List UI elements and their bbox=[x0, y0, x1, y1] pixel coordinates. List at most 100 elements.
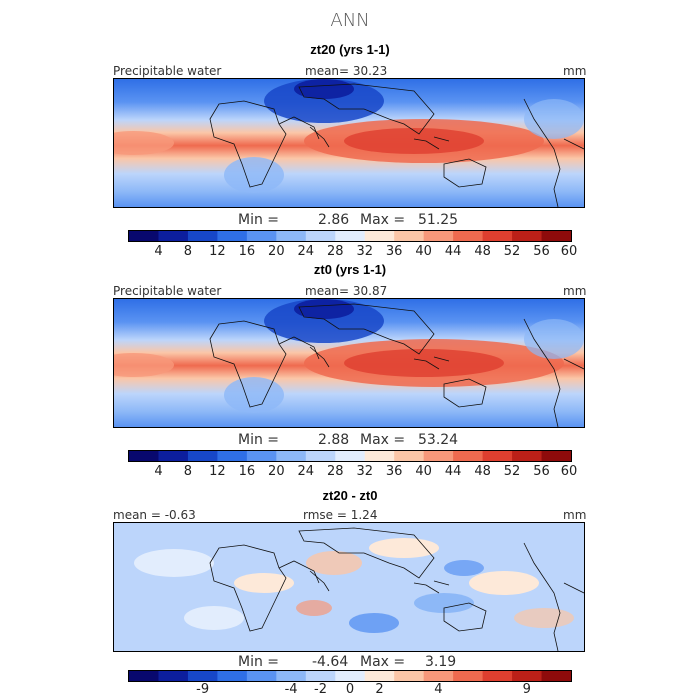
colorbar-swatch bbox=[541, 451, 571, 461]
colorbar-swatch bbox=[423, 451, 454, 461]
colorbar-swatch bbox=[129, 231, 159, 241]
colorbar-swatch bbox=[246, 671, 277, 681]
colorbar-tick-label: -2 bbox=[314, 682, 328, 697]
colorbar-tick-label: 24 bbox=[297, 244, 315, 259]
panel1-units: mm bbox=[563, 64, 587, 78]
colorbar-swatch bbox=[276, 231, 307, 241]
colorbar-swatch bbox=[217, 231, 248, 241]
colorbar-swatch bbox=[246, 451, 277, 461]
colorbar-swatch bbox=[512, 671, 543, 681]
colorbar-tick-label: 2 bbox=[375, 682, 384, 697]
panel2-map bbox=[113, 298, 585, 428]
colorbar-swatch bbox=[335, 671, 366, 681]
panel2-min-label: Min = bbox=[238, 432, 280, 448]
colorbar-swatch bbox=[217, 451, 248, 461]
panel2-title: zt0 (yrs 1-1) bbox=[313, 262, 387, 277]
colorbar-tick-label: 60 bbox=[560, 244, 578, 259]
panel1-max-value: 51.25 bbox=[418, 212, 459, 228]
colorbar-tick-label: 40 bbox=[415, 464, 432, 479]
colorbar-tick-label: 60 bbox=[560, 464, 578, 479]
panel3-mean: mean = -0.63 bbox=[113, 508, 196, 522]
colorbar-tick-label: 36 bbox=[385, 244, 403, 259]
panel3-units: mm bbox=[563, 508, 587, 522]
colorbar-tick-label: -9 bbox=[196, 682, 210, 697]
colorbar-tick-label: 52 bbox=[503, 244, 521, 259]
colorbar-tick-label: 0 bbox=[345, 682, 355, 697]
panel3-colorbar bbox=[128, 670, 572, 682]
colorbar-swatch bbox=[305, 451, 336, 461]
colorbar-tick-label: 4 bbox=[154, 464, 163, 479]
colorbar-swatch bbox=[482, 671, 513, 681]
colorbar-tick-label: 48 bbox=[474, 464, 491, 479]
panel1-field bbox=[114, 79, 584, 207]
colorbar-swatch bbox=[394, 231, 425, 241]
panel2-variable-label: Precipitable water bbox=[113, 284, 222, 298]
colorbar-tick-label: 28 bbox=[326, 244, 344, 259]
colorbar-swatch bbox=[394, 451, 425, 461]
panel3-max-label: Max = bbox=[360, 654, 406, 670]
colorbar-tick-label: 56 bbox=[533, 464, 550, 479]
panel3-title: zt20 - zt0 bbox=[322, 488, 378, 503]
panel1-map bbox=[113, 78, 585, 208]
colorbar-swatch bbox=[158, 671, 189, 681]
colorbar-swatch bbox=[364, 671, 395, 681]
colorbar-tick-label: 16 bbox=[238, 464, 256, 479]
figure-title: ANN bbox=[330, 10, 370, 31]
colorbar-swatch bbox=[423, 231, 454, 241]
panel3-map bbox=[113, 522, 585, 652]
colorbar-tick-label: 20 bbox=[268, 464, 285, 479]
colorbar-tick-label: 12 bbox=[209, 464, 226, 479]
panel3-rmse: rmse = 1.24 bbox=[303, 508, 378, 522]
colorbar-swatch bbox=[394, 671, 425, 681]
colorbar-swatch bbox=[512, 451, 543, 461]
panel2-field bbox=[114, 299, 584, 427]
panel1-min-value: 2.86 bbox=[318, 212, 350, 228]
colorbar-tick-label: 44 bbox=[444, 244, 462, 259]
panel1-variable-label: Precipitable water bbox=[113, 64, 222, 78]
colorbar-swatch bbox=[335, 231, 366, 241]
panel1-colorbar bbox=[128, 230, 572, 242]
colorbar-tick-label: 40 bbox=[415, 244, 432, 259]
colorbar-swatch bbox=[364, 451, 395, 461]
colorbar-tick-label: 52 bbox=[503, 464, 521, 479]
colorbar-swatch bbox=[158, 231, 189, 241]
panel1-mean: mean= 30.23 bbox=[305, 64, 388, 78]
colorbar-swatch bbox=[364, 231, 395, 241]
colorbar-swatch bbox=[158, 451, 189, 461]
panel3-min-value: -4.64 bbox=[312, 654, 349, 670]
colorbar-tick-label: 44 bbox=[444, 464, 462, 479]
colorbar-swatch bbox=[453, 451, 484, 461]
colorbar-swatch bbox=[305, 231, 336, 241]
colorbar-tick-label: 36 bbox=[385, 464, 403, 479]
colorbar-tick-label: 8 bbox=[183, 244, 193, 259]
colorbar-swatch bbox=[246, 231, 277, 241]
colorbar-swatch bbox=[512, 231, 543, 241]
colorbar-swatch bbox=[423, 671, 454, 681]
colorbar-swatch bbox=[129, 671, 159, 681]
colorbar-tick-label: 4 bbox=[434, 682, 443, 697]
colorbar-swatch bbox=[541, 671, 571, 681]
panel3-min-label: Min = bbox=[238, 654, 280, 670]
colorbar-tick-label: 20 bbox=[268, 244, 285, 259]
colorbar-tick-label: 32 bbox=[356, 244, 373, 259]
colorbar-swatch bbox=[482, 451, 513, 461]
colorbar-swatch bbox=[276, 451, 307, 461]
colorbar-tick-label: 4 bbox=[154, 244, 163, 259]
panel1-title: zt20 (yrs 1-1) bbox=[310, 42, 390, 57]
colorbar-swatch bbox=[541, 231, 571, 241]
colorbar-swatch bbox=[217, 671, 248, 681]
panel2-mean: mean= 30.87 bbox=[305, 284, 388, 298]
colorbar-tick-label: -4 bbox=[284, 682, 298, 697]
panel3-max-value: 3.19 bbox=[425, 654, 457, 670]
colorbar-tick-label: 32 bbox=[356, 464, 373, 479]
panel3-field bbox=[114, 523, 584, 651]
panel2-max-label: Max = bbox=[360, 432, 406, 448]
colorbar-tick-label: 28 bbox=[326, 464, 344, 479]
colorbar-swatch bbox=[276, 671, 307, 681]
colorbar-swatch bbox=[482, 231, 513, 241]
colorbar-tick-label: 24 bbox=[297, 464, 315, 479]
colorbar-swatch bbox=[187, 671, 218, 681]
panel1-max-label: Max = bbox=[360, 212, 406, 228]
colorbar-swatch bbox=[305, 671, 336, 681]
panel2-min-value: 2.88 bbox=[318, 432, 350, 448]
